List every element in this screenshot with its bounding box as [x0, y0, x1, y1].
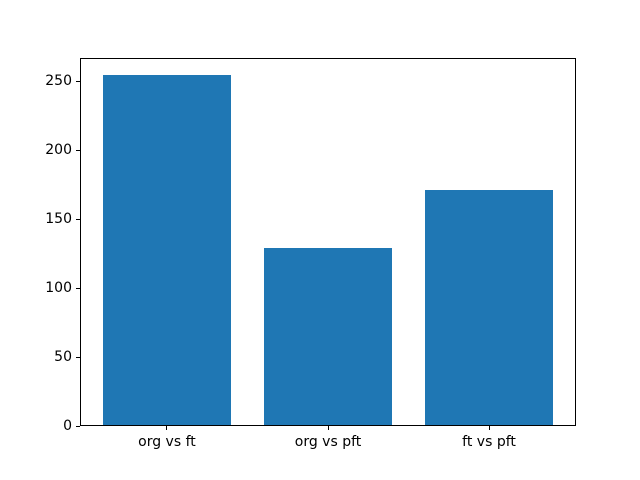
x-axis-tick-mark — [327, 426, 329, 430]
bar-org-vs-ft — [102, 74, 232, 425]
y-axis-tick-mark — [76, 80, 80, 82]
x-axis-tick-mark — [488, 426, 490, 430]
plot-area — [80, 58, 576, 426]
y-axis-tick-mark — [76, 149, 80, 151]
x-axis-tick-mark — [166, 426, 168, 430]
y-axis-tick-mark — [76, 425, 80, 427]
bar-org-vs-pft — [263, 248, 393, 425]
x-axis-tick-label: ft vs pft — [462, 434, 516, 450]
y-axis-tick-mark — [76, 356, 80, 358]
y-axis-tick-label: 0 — [63, 418, 72, 434]
y-axis-tick-label: 200 — [45, 142, 72, 159]
x-axis-tick-label: org vs ft — [138, 434, 196, 450]
y-axis-tick-mark — [76, 287, 80, 289]
y-axis-tick-label: 100 — [45, 280, 72, 297]
bar-ft-vs-pft — [424, 190, 554, 425]
y-axis-tick-label: 250 — [45, 73, 72, 90]
y-axis-tick-label: 150 — [45, 211, 72, 228]
x-axis-tick-label: org vs pft — [294, 434, 362, 450]
y-axis-tick-label: 50 — [54, 349, 72, 365]
y-axis-tick-mark — [76, 218, 80, 220]
